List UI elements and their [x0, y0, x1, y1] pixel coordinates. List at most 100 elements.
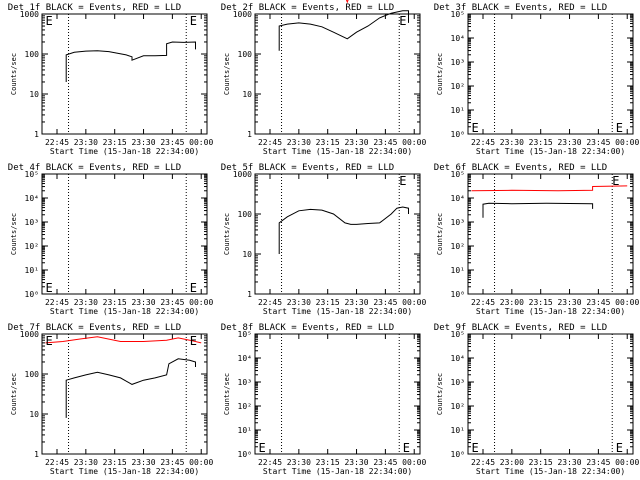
- x-tick-label: 23:00: [500, 298, 524, 307]
- plot-frame: [41, 13, 208, 135]
- x-tick-label: 23:30: [287, 458, 311, 467]
- y-tick-label: 10⁰: [451, 290, 465, 299]
- panel-title: Det 1f BLACK = Events, RED = LLD: [8, 3, 181, 13]
- plot-frame: [467, 13, 634, 135]
- x-tick-label: 23:30: [131, 298, 155, 307]
- y-tick-label: 10⁵: [238, 330, 252, 339]
- panel-det-1: Det 1f BLACK = Events, RED = LLD 1 10 100 10…: [8, 3, 214, 156]
- e-marker: E: [616, 121, 623, 135]
- x-tick-label: 23:15: [529, 458, 553, 467]
- y-tick-label: 100: [25, 370, 40, 379]
- panel-det-7: Det 7f BLACK = Events, RED = LLD 1 10 100 10…: [8, 323, 214, 476]
- panel-det-8: Det 8f BLACK = Events, RED = LLD 10⁰ 10¹ 10…: [221, 323, 427, 476]
- e-marker: E: [45, 281, 52, 295]
- y-tick-label: 10³: [451, 218, 465, 227]
- x-axis-label: Start Time (15-Jan-18 22:34:00): [476, 467, 625, 476]
- y-tick-label: 1: [247, 130, 252, 139]
- x-tick-label: 23:30: [344, 298, 368, 307]
- x-tick-label: 22:45: [45, 138, 69, 147]
- y-tick-label: 10⁰: [451, 130, 465, 139]
- panel-det-2: Det 2f BLACK = Events, RED = LLD 1 10 100 10…: [221, 0, 426, 156]
- y-tick-label: 10⁴: [25, 194, 39, 203]
- e-marker: E: [471, 121, 478, 135]
- plot-frame: [41, 333, 208, 455]
- x-tick-label: 22:45: [45, 458, 69, 467]
- x-tick-label: 00:00: [189, 138, 213, 147]
- x-tick-label: 22:45: [258, 298, 282, 307]
- x-axis-label: Start Time (15-Jan-18 22:34:00): [263, 307, 412, 316]
- y-tick-label: 10⁴: [451, 194, 465, 203]
- e-marker: E: [190, 14, 197, 28]
- y-tick-label: 10²: [451, 242, 465, 251]
- y-tick-label: 10⁴: [238, 354, 252, 363]
- x-tick-label: 23:30: [344, 138, 368, 147]
- y-axis-label: Counts/sec: [10, 53, 18, 95]
- y-axis-label: Counts/sec: [436, 53, 444, 95]
- x-tick-label: 23:30: [74, 458, 98, 467]
- x-tick-label: 23:45: [160, 298, 184, 307]
- y-tick-label: 10⁴: [451, 354, 465, 363]
- plot-frame: [467, 333, 634, 455]
- y-tick-label: 100: [238, 210, 253, 219]
- y-tick-label: 10⁰: [25, 290, 39, 299]
- x-axis-label: Start Time (15-Jan-18 22:34:00): [476, 147, 625, 156]
- e-marker: E: [471, 441, 478, 455]
- y-tick-label: 10²: [451, 82, 465, 91]
- y-tick-label: 10²: [238, 402, 252, 411]
- events-series-line: [65, 358, 196, 418]
- e-marker: E: [45, 14, 52, 28]
- panel-det-3: Det 3f BLACK = Events, RED = LLD 10⁰ 10¹ 10…: [434, 3, 640, 156]
- y-tick-label: 10¹: [451, 106, 465, 115]
- y-tick-label: 10²: [25, 242, 39, 251]
- e-marker: E: [399, 174, 406, 188]
- x-tick-label: 23:45: [373, 298, 397, 307]
- y-tick-label: 10¹: [451, 426, 465, 435]
- panel-title: Det 7f BLACK = Events, RED = LLD: [8, 323, 181, 333]
- x-tick-label: 22:45: [45, 298, 69, 307]
- x-tick-label: 00:00: [615, 138, 639, 147]
- y-axis-label: Counts/sec: [436, 373, 444, 415]
- panel-title: Det 8f BLACK = Events, RED = LLD: [221, 323, 394, 333]
- panel-det-4: Det 4f BLACK = Events, RED = LLD 10⁰ 10¹ 10…: [8, 163, 214, 316]
- x-tick-label: 00:00: [402, 298, 426, 307]
- x-tick-label: 22:45: [471, 298, 495, 307]
- y-axis-label: Counts/sec: [436, 213, 444, 255]
- x-tick-label: 23:30: [74, 298, 98, 307]
- panel-title: Det 2f BLACK = Events, RED = LLD: [221, 3, 394, 13]
- x-tick-label: 00:00: [189, 298, 213, 307]
- panel-det-6: Det 6f BLACK = Events, RED = LLD 10⁰ 10¹ 10…: [434, 163, 640, 316]
- y-tick-label: 10¹: [238, 426, 252, 435]
- panel-title: Det 4f BLACK = Events, RED = LLD: [8, 163, 181, 173]
- events-series-line: [65, 41, 196, 82]
- events-series-line: [278, 206, 409, 254]
- y-axis-label: Counts/sec: [223, 53, 231, 95]
- e-marker: E: [612, 174, 619, 188]
- y-axis-label: Counts/sec: [10, 373, 18, 415]
- y-axis-label: Counts/sec: [223, 213, 231, 255]
- x-tick-label: 22:45: [471, 138, 495, 147]
- x-tick-label: 23:15: [103, 138, 127, 147]
- x-axis-label: Start Time (15-Jan-18 22:34:00): [263, 467, 412, 476]
- events-series-line: [278, 10, 409, 51]
- y-tick-label: 10: [242, 250, 252, 259]
- e-marker: E: [45, 334, 52, 348]
- x-axis-label: Start Time (15-Jan-18 22:34:00): [263, 147, 412, 156]
- y-tick-label: 10⁰: [238, 450, 252, 459]
- panel-title: Det 6f BLACK = Events, RED = LLD: [434, 163, 607, 173]
- y-tick-label: 100: [238, 50, 253, 59]
- x-tick-label: 23:30: [344, 458, 368, 467]
- e-marker: E: [190, 281, 197, 295]
- y-tick-label: 10³: [451, 58, 465, 67]
- y-tick-label: 10²: [451, 402, 465, 411]
- x-tick-label: 23:30: [131, 458, 155, 467]
- y-tick-label: 10: [29, 90, 39, 99]
- y-tick-label: 10¹: [25, 266, 39, 275]
- x-tick-label: 23:30: [131, 138, 155, 147]
- x-tick-label: 00:00: [615, 298, 639, 307]
- x-tick-label: 23:15: [316, 138, 340, 147]
- y-tick-label: 1000: [233, 170, 252, 179]
- y-tick-label: 10³: [451, 378, 465, 387]
- panel-det-9: Det 9f BLACK = Events, RED = LLD 10⁰ 10¹ 10…: [434, 323, 640, 476]
- y-tick-label: 10⁵: [25, 170, 39, 179]
